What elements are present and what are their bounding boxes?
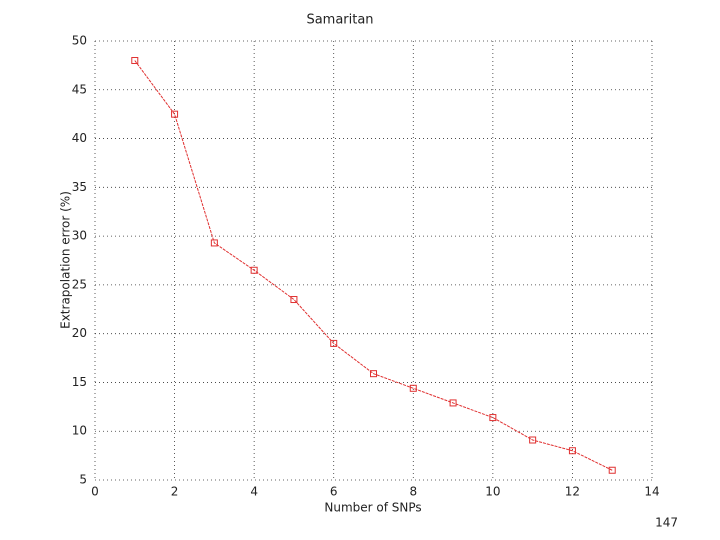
data-marker xyxy=(290,296,298,304)
y-tick-label: 10 xyxy=(72,424,87,438)
data-marker xyxy=(449,399,457,407)
data-marker xyxy=(210,239,218,247)
x-axis-label: Number of SNPs xyxy=(324,501,421,515)
y-tick-label: 15 xyxy=(72,375,87,389)
y-tick-label: 40 xyxy=(72,131,87,145)
x-tick-label: 12 xyxy=(565,485,580,499)
x-tick-label: 0 xyxy=(91,485,99,499)
data-marker xyxy=(131,57,139,65)
x-tick-label: 4 xyxy=(250,485,258,499)
x-tick-label: 8 xyxy=(409,485,417,499)
data-marker xyxy=(370,370,377,378)
y-tick-label: 5 xyxy=(79,473,87,487)
chart-title: Samaritan xyxy=(306,13,373,28)
y-axis-label: Extrapolation error (%) xyxy=(59,191,73,329)
data-line xyxy=(134,60,613,471)
page-number: 147 xyxy=(655,516,678,530)
data-marker xyxy=(171,110,179,118)
y-tick-label: 35 xyxy=(72,180,87,194)
x-tick-label: 10 xyxy=(485,485,500,499)
x-tick-label: 2 xyxy=(171,485,179,499)
data-marker xyxy=(529,436,537,444)
data-marker xyxy=(250,266,258,274)
y-tick-label: 20 xyxy=(72,326,87,340)
data-marker xyxy=(568,447,576,455)
data-marker xyxy=(409,384,417,392)
data-marker xyxy=(330,339,338,347)
data-marker xyxy=(489,414,497,422)
data-marker xyxy=(608,466,616,474)
y-tick-label: 25 xyxy=(72,277,87,291)
x-tick-label: 14 xyxy=(644,485,659,499)
y-tick-label: 50 xyxy=(72,34,87,48)
y-tick-label: 30 xyxy=(72,229,87,243)
x-tick-label: 6 xyxy=(330,485,338,499)
y-tick-label: 45 xyxy=(72,82,87,96)
